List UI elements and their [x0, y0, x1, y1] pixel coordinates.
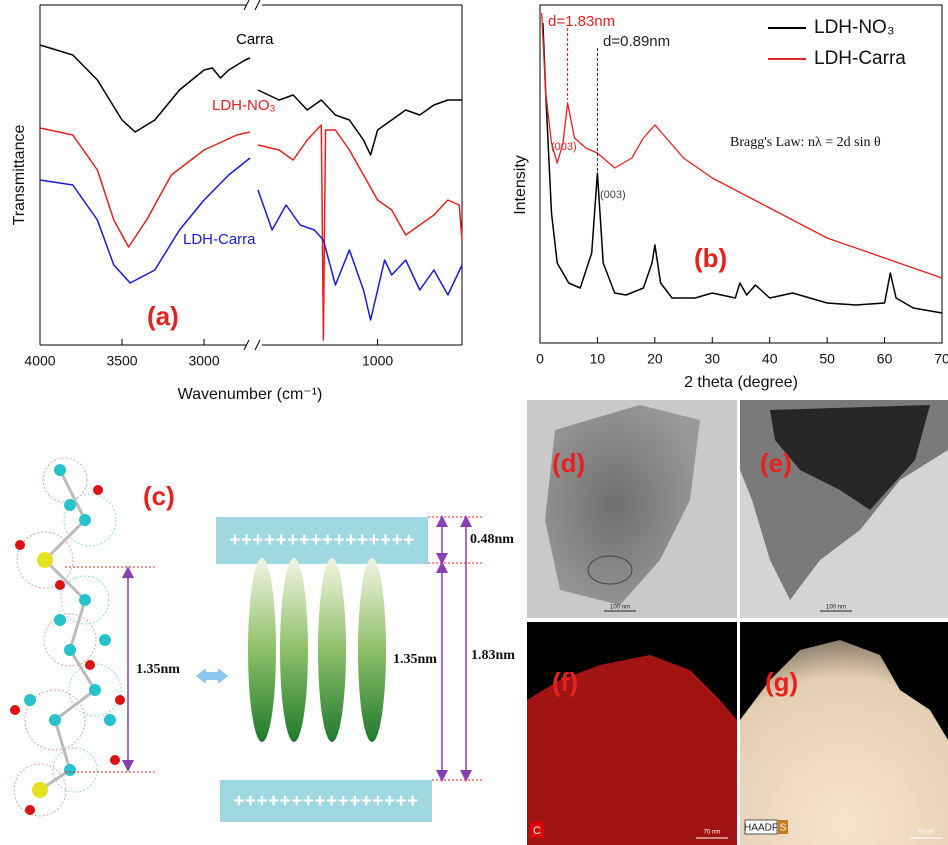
x-axis-label: Wavenumber (cm⁻¹) — [178, 386, 323, 403]
x-tick-label: 70 — [934, 351, 948, 367]
x-tick-label: 4000 — [24, 353, 55, 369]
axis-break — [244, 340, 260, 350]
panel-label: (a) — [147, 301, 179, 331]
scale-label: 70 nm — [918, 830, 935, 836]
x-tick-label: 50 — [819, 351, 835, 367]
anion — [358, 558, 386, 742]
annotation: d=0.89nm — [603, 33, 670, 50]
legend-label: LDH-NO₃ — [814, 17, 895, 38]
x-tick-label: 60 — [877, 351, 893, 367]
element-label: C — [533, 825, 541, 837]
equation: Bragg's Law: nλ = 2d sin θ — [730, 135, 881, 150]
panel-label: (e) — [760, 448, 792, 478]
panel-label: (c) — [143, 481, 175, 511]
y-axis-label: Transmittance — [11, 125, 28, 226]
panel-f: (f) C 70 nm — [527, 622, 737, 845]
series-label: LDH-Carra — [183, 231, 256, 248]
dimension-label: 1.83nm — [471, 648, 515, 663]
scale-label: 70 nm — [704, 830, 721, 836]
panel-label: (b) — [694, 243, 727, 273]
element-label: S — [780, 823, 787, 834]
double-arrow — [196, 668, 228, 684]
x-axis-label: 2 theta (degree) — [684, 374, 798, 391]
annotation: d=1.83nm — [548, 13, 615, 30]
plus-row: ++++++++++++++++ — [233, 791, 419, 812]
dimension-label: 1.35nm — [393, 652, 437, 667]
x-tick-label: 3000 — [188, 353, 219, 369]
series-label: LDH-NO₃ — [212, 97, 276, 114]
x-tick-label: 40 — [762, 351, 778, 367]
dimension-label: 1.35nm — [136, 662, 180, 677]
panel-e: (e) 100 nm — [740, 400, 948, 618]
figure: 1.35nm (c) ++++++++++++++++ ++++++++++++… — [0, 0, 948, 845]
x-tick-label: 20 — [647, 351, 663, 367]
legend-label: LDH-Carra — [814, 48, 906, 69]
x-tick-label: 10 — [590, 351, 606, 367]
molecule — [10, 458, 125, 816]
x-tick-label: 0 — [536, 351, 544, 367]
panel-c: 1.35nm (c) ++++++++++++++++ ++++++++++++… — [10, 458, 515, 822]
panel-label: (g) — [765, 667, 798, 697]
dimension-label: 0.48nm — [470, 532, 514, 547]
scale-label: 100 nm — [826, 605, 846, 611]
panel-g: (g) HAADF S 70 nm — [740, 622, 948, 845]
element-label: HAADF — [744, 823, 778, 834]
series-label: Carra — [236, 31, 274, 48]
anion — [280, 558, 308, 742]
x-tick-label: 3500 — [106, 353, 137, 369]
x-tick-label: 1000 — [362, 353, 393, 369]
anion — [318, 558, 346, 742]
anion — [248, 558, 276, 742]
panel-label: (d) — [552, 448, 585, 478]
x-tick-label: 30 — [704, 351, 720, 367]
panel-d: (d) 100 nm — [527, 400, 737, 618]
plus-row: ++++++++++++++++ — [229, 530, 415, 551]
scale-label: 100 nm — [610, 605, 630, 611]
y-axis-label: Intensity — [512, 155, 529, 215]
axis-break — [244, 0, 260, 10]
annotation: (003) — [600, 189, 626, 201]
panel-label: (f) — [552, 667, 578, 697]
annotation: (003) — [551, 141, 577, 153]
